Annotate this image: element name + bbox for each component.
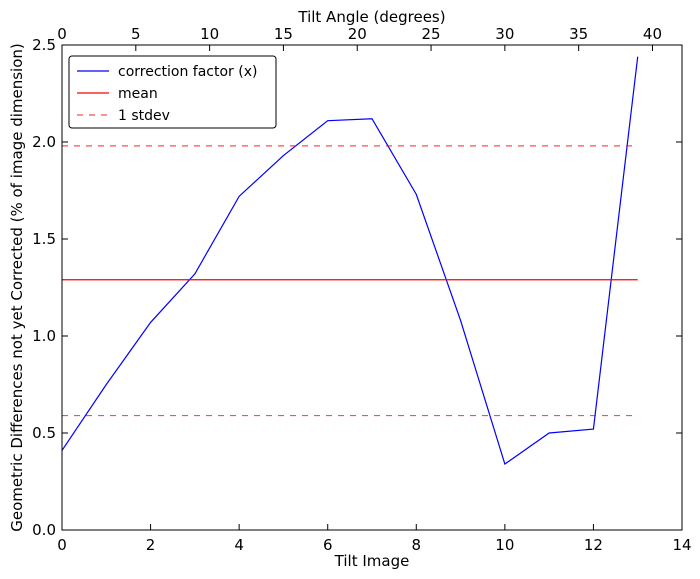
legend: correction factor (x) mean 1 stdev	[68, 55, 277, 129]
x-tick-label: 0	[57, 536, 67, 554]
top-x-tick-label: 30	[495, 25, 514, 43]
x-tick-label: 4	[234, 536, 244, 554]
y-tick-label: 2.5	[32, 36, 56, 54]
top-x-tick-label: 0	[57, 25, 67, 43]
top-x-tick-label: 15	[274, 25, 293, 43]
legend-label-0: correction factor (x)	[118, 64, 257, 80]
top-x-tick-label: 35	[569, 25, 588, 43]
x-tick-label: 10	[495, 536, 514, 554]
x-tick-label: 8	[412, 536, 422, 554]
plot-area-frame	[61, 44, 683, 531]
series-layer	[61, 56, 639, 466]
x-tick-label: 6	[323, 536, 333, 554]
ticks-layer: 0 2 4 6 8 10 12 140.00.51.01.52.02.50 5 10 15 20 25 3…	[32, 25, 691, 554]
y-tick-label: 0.0	[32, 521, 56, 539]
series-line-0	[61, 56, 639, 466]
top-x-tick-label: 25	[422, 25, 441, 43]
legend-box	[68, 55, 277, 129]
top-x-tick-label: 5	[131, 25, 141, 43]
y-tick-label: 1.5	[32, 230, 56, 248]
x-tick-label: 14	[672, 536, 691, 554]
y-tick-label: 0.5	[32, 424, 56, 442]
y-tick-label: 2.0	[32, 133, 56, 151]
legend-label-1: mean	[118, 86, 158, 102]
top-x-tick-label: 10	[200, 25, 219, 43]
legend-label-2: 1 stdev	[118, 108, 170, 124]
x-tick-label: 12	[584, 536, 603, 554]
top-x-tick-label: 20	[348, 25, 367, 43]
top-x-axis-title: Tilt Angle (degrees)	[297, 8, 445, 26]
top-x-tick-label: 40	[643, 25, 662, 43]
x-tick-label: 2	[146, 536, 156, 554]
y-axis-title: Geometric Differences not yet Corrected …	[8, 43, 26, 532]
x-axis-title: Tilt Image	[334, 552, 410, 570]
y-tick-label: 1.0	[32, 327, 56, 345]
